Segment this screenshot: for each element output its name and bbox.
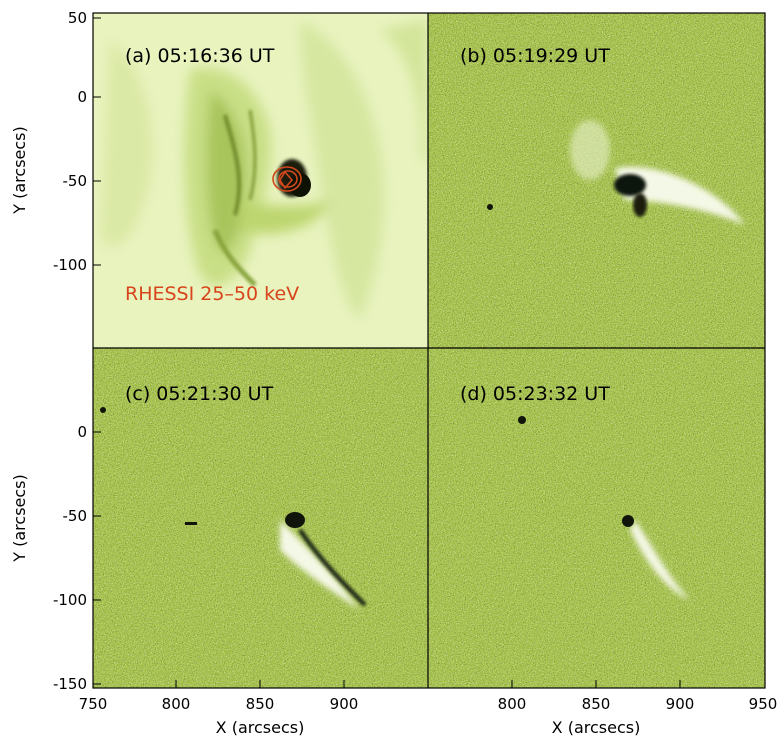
y-tick-label: 0 — [77, 423, 87, 441]
x-axis-title-left: X (arcsecs) — [216, 718, 305, 737]
panel-d: (d) 05:23:32 UT — [428, 348, 765, 688]
x-tick-label: 900 — [330, 695, 359, 713]
panel-b-ejecta — [487, 120, 745, 225]
x-tick-label: 750 — [79, 695, 108, 713]
x-axis-title-right: X (arcsecs) — [552, 718, 641, 737]
x-tick-label: 850 — [582, 695, 611, 713]
y-axis-title-bottom: Y (arcsecs) — [10, 474, 29, 562]
x-tick-label: 800 — [498, 695, 527, 713]
y-tick-label: 50 — [68, 9, 87, 27]
panel-a: (a) 05:16:36 UT RHESSI 25–50 keV — [93, 13, 428, 348]
y-tick-label: 0 — [77, 88, 87, 106]
y-tick-label: -100 — [53, 256, 87, 274]
panel-c-ejecta — [100, 407, 367, 610]
y-tick-label: -50 — [63, 507, 88, 525]
y-axis-title-top: Y (arcsecs) — [10, 126, 29, 214]
panel-b: (b) 05:19:29 UT — [428, 13, 765, 348]
x-tick-labels: 750 800 850 900 800 850 900 950 — [79, 695, 778, 713]
x-tick-label: 850 — [246, 695, 275, 713]
panel-a-structures — [100, 20, 428, 320]
x-tick-label: 800 — [162, 695, 191, 713]
x-tick-label: 900 — [666, 695, 695, 713]
rhessi-contours — [272, 166, 302, 192]
y-tick-label: -100 — [53, 591, 87, 609]
panel-d-ejecta — [518, 416, 690, 600]
panel-frames — [92, 12, 766, 689]
y-tick-labels: 50 0 -50 -100 0 -50 -100 -150 — [53, 9, 87, 693]
axis-ticks — [93, 17, 681, 688]
panel-b-label: (b) 05:19:29 UT — [460, 45, 610, 67]
rhessi-annotation: RHESSI 25–50 keV — [125, 283, 299, 305]
panel-a-loops — [212, 109, 257, 287]
x-tick-label: 950 — [749, 695, 778, 713]
panel-a-label: (a) 05:16:36 UT — [125, 45, 275, 67]
y-tick-label: -150 — [53, 675, 87, 693]
panel-c: (c) 05:21:30 UT — [93, 348, 428, 688]
panel-c-label: (c) 05:21:30 UT — [125, 383, 274, 405]
y-tick-label: -50 — [63, 172, 88, 190]
panel-d-label: (d) 05:23:32 UT — [460, 383, 610, 405]
